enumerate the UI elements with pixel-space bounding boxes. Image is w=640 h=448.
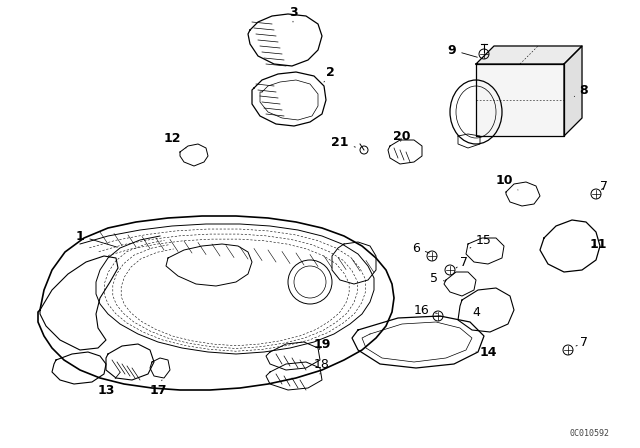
Polygon shape [564,46,582,136]
Text: 12: 12 [163,132,186,148]
Text: 3: 3 [289,5,298,22]
Text: 4: 4 [472,306,480,319]
Text: 5: 5 [430,271,445,284]
Text: 15: 15 [470,233,492,248]
Text: 8: 8 [574,83,588,96]
Text: 1: 1 [76,229,117,247]
Text: 11: 11 [589,237,607,250]
Text: 0C010592: 0C010592 [570,429,610,438]
Text: 9: 9 [448,43,477,57]
Text: 17: 17 [149,380,167,396]
Polygon shape [476,64,564,136]
Text: 21: 21 [332,135,355,148]
Text: 2: 2 [324,65,334,82]
Text: 6: 6 [412,241,429,254]
Text: 18: 18 [314,358,330,374]
Text: 20: 20 [393,129,411,142]
Text: 10: 10 [495,173,518,190]
Text: 13: 13 [97,372,120,396]
Text: 14: 14 [476,345,497,358]
Text: 16: 16 [414,303,437,316]
Text: 19: 19 [314,337,331,350]
Text: 7: 7 [576,336,588,349]
Text: 7: 7 [600,180,608,193]
Text: 7: 7 [456,255,468,268]
Polygon shape [476,46,582,64]
